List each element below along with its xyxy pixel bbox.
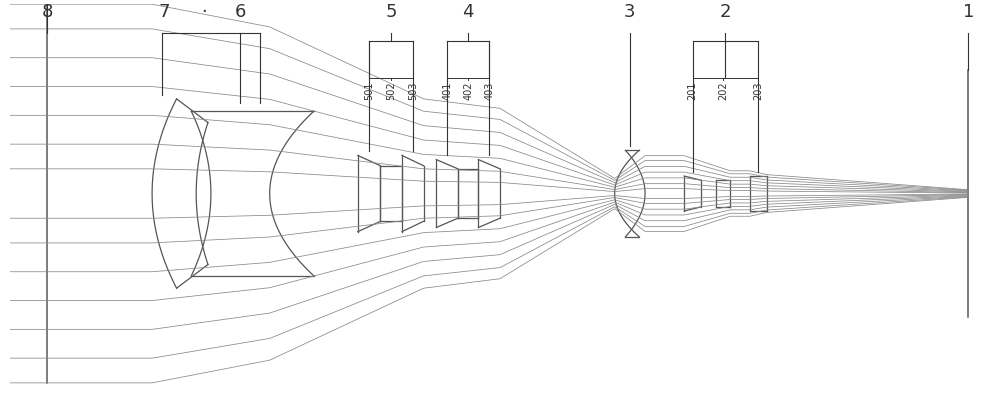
- Text: ·: ·: [201, 3, 206, 21]
- Text: 6: 6: [235, 3, 246, 21]
- Text: 501: 501: [364, 81, 374, 100]
- Text: 5: 5: [385, 3, 397, 21]
- Text: 502: 502: [386, 81, 396, 100]
- Text: 1: 1: [963, 3, 974, 21]
- Text: 4: 4: [462, 3, 474, 21]
- Text: 503: 503: [408, 81, 418, 100]
- Text: 203: 203: [753, 81, 763, 100]
- Text: 2: 2: [720, 3, 731, 21]
- Text: 202: 202: [718, 81, 728, 100]
- Text: 8: 8: [42, 3, 53, 21]
- Text: 201: 201: [688, 81, 698, 100]
- Text: 403: 403: [484, 81, 494, 100]
- Text: 401: 401: [442, 81, 452, 100]
- Text: 7: 7: [158, 3, 170, 21]
- Text: 402: 402: [463, 81, 473, 100]
- Text: 3: 3: [624, 3, 636, 21]
